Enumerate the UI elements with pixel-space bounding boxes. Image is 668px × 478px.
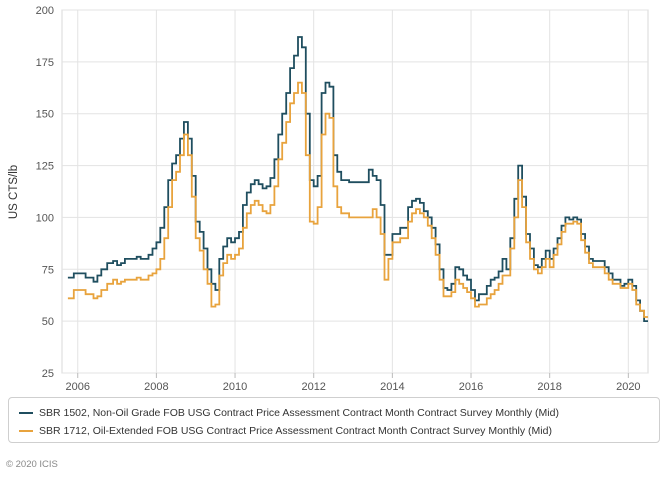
x-tick-labels: 2006 2008 2010 2012 2014 2016 2018 2020 xyxy=(65,381,640,393)
legend-label-sbr-1712: SBR 1712, Oil-Extended FOB USG Contract … xyxy=(39,425,552,437)
legend-label-sbr-1502: SBR 1502, Non-Oil Grade FOB USG Contract… xyxy=(39,407,559,419)
plot-background xyxy=(61,9,649,374)
y-tick-label: 75 xyxy=(42,264,54,276)
y-tick-label: 125 xyxy=(36,161,54,173)
series-line-sbr-1502[interactable] xyxy=(67,36,648,322)
legend-swatch-sbr-1712 xyxy=(19,430,33,432)
x-tick-label: 2012 xyxy=(301,381,325,393)
x-tick-label: 2016 xyxy=(459,381,483,393)
y-tick-label: 100 xyxy=(36,212,54,224)
series-line-sbr-1712[interactable] xyxy=(67,81,648,318)
y-tick-label: 25 xyxy=(42,368,54,380)
y-tick-label: 50 xyxy=(42,316,54,328)
legend-item-sbr-1502[interactable]: SBR 1502, Non-Oil Grade FOB USG Contract… xyxy=(19,407,559,419)
legend-swatch-sbr-1502 xyxy=(19,412,33,414)
x-tick-label: 2010 xyxy=(223,381,247,393)
x-tick-label: 2014 xyxy=(380,381,404,393)
x-tick-label: 2018 xyxy=(537,381,561,393)
legend-item-sbr-1712[interactable]: SBR 1712, Oil-Extended FOB USG Contract … xyxy=(19,425,552,437)
y-axis-label: US CTS/lb xyxy=(8,165,20,219)
legend: SBR 1502, Non-Oil Grade FOB USG Contract… xyxy=(8,397,660,443)
y-tick-label: 150 xyxy=(36,109,54,121)
x-tick-label: 2008 xyxy=(144,381,168,393)
series-lines xyxy=(67,36,648,322)
x-tick-label: 2006 xyxy=(65,381,89,393)
y-tick-labels: 25 50 75 100 125 150 175 200 xyxy=(36,5,54,380)
y-tick-label: 200 xyxy=(36,5,54,17)
copyright-text: © 2020 ICIS xyxy=(6,459,58,470)
y-tick-label: 175 xyxy=(36,57,54,69)
x-tick-label: 2020 xyxy=(616,381,640,393)
